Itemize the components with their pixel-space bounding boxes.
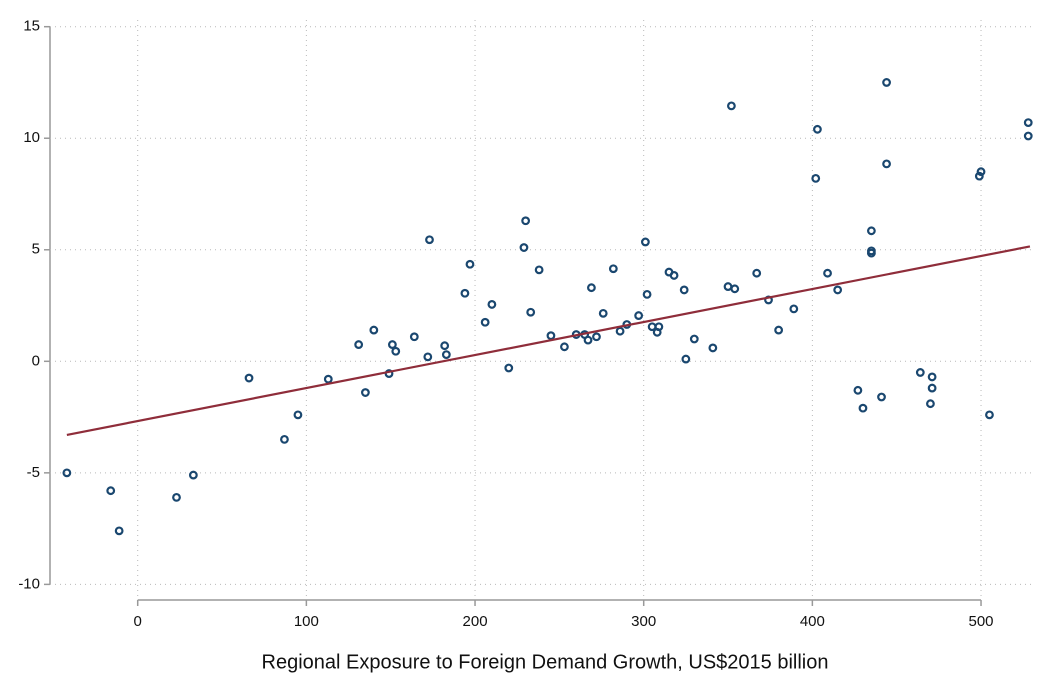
x-axis-title: Regional Exposure to Foreign Demand Grow…	[262, 651, 829, 673]
data-point	[354, 340, 364, 349]
data-point	[487, 300, 497, 309]
data-point	[441, 350, 451, 360]
data-point	[789, 304, 799, 314]
data-point	[615, 326, 625, 336]
data-point	[927, 372, 937, 382]
y-tick-label: -10	[18, 575, 40, 592]
data-point	[534, 265, 544, 275]
data-point	[106, 486, 116, 496]
data-point	[172, 492, 181, 502]
data-point	[882, 78, 891, 87]
data-point	[546, 331, 556, 341]
data-point	[480, 317, 490, 327]
data-point	[866, 226, 876, 236]
data-point	[280, 434, 289, 444]
data-point	[866, 248, 876, 258]
data-point	[387, 340, 397, 349]
data-point	[877, 392, 886, 402]
data-point	[598, 308, 608, 318]
data-point	[521, 216, 531, 226]
data-point	[361, 388, 370, 397]
data-point	[708, 343, 718, 353]
x-tick-label: 400	[800, 613, 825, 630]
data-point	[669, 271, 679, 280]
data-point	[244, 373, 254, 383]
data-point	[853, 385, 863, 395]
data-point	[188, 470, 198, 480]
data-point	[640, 237, 650, 247]
data-point	[774, 325, 784, 335]
data-point	[654, 322, 664, 332]
y-tick-label: -5	[27, 464, 40, 481]
data-point	[1023, 118, 1033, 128]
data-point	[681, 354, 691, 364]
y-tick-label: 15	[23, 18, 40, 35]
data-point	[526, 307, 536, 317]
data-point	[882, 159, 891, 169]
data-point	[811, 173, 821, 183]
data-point	[926, 399, 935, 409]
data-point	[634, 311, 644, 320]
data-point	[560, 342, 569, 352]
data-point	[976, 167, 986, 177]
data-point	[114, 526, 124, 536]
data-point	[293, 410, 303, 420]
data-point	[642, 289, 652, 299]
data-point	[679, 285, 689, 295]
data-point	[409, 332, 419, 342]
data-point	[369, 325, 379, 335]
data-point	[465, 259, 475, 269]
data-point	[592, 332, 601, 342]
data-point	[723, 282, 733, 291]
data-point	[460, 288, 470, 298]
data-point	[974, 171, 984, 181]
data-point	[583, 335, 593, 345]
data-point	[752, 268, 762, 278]
data-point	[813, 124, 822, 134]
data-point	[425, 235, 434, 245]
data-point	[985, 410, 994, 420]
data-point	[608, 264, 618, 274]
data-point	[833, 285, 843, 295]
data-point	[1023, 131, 1033, 141]
data-point	[62, 468, 72, 478]
data-point	[519, 243, 529, 252]
data-point	[440, 341, 450, 351]
data-point	[858, 403, 868, 413]
x-tick-label: 500	[969, 613, 994, 630]
x-tick-label: 100	[294, 613, 319, 630]
data-point	[727, 101, 736, 111]
data-point	[689, 334, 699, 344]
x-tick-label: 0	[134, 613, 142, 630]
data-point	[323, 374, 333, 384]
y-tick-label: 5	[32, 241, 40, 258]
data-point	[730, 284, 740, 294]
y-tick-label: 0	[32, 352, 40, 369]
x-tick-label: 300	[631, 613, 656, 630]
data-point	[423, 352, 433, 362]
data-point	[587, 283, 596, 293]
y-tick-label: 10	[23, 129, 40, 146]
fit-line	[66, 245, 1031, 437]
data-point	[391, 346, 401, 356]
data-point	[915, 368, 925, 377]
x-tick-label: 200	[463, 613, 488, 630]
data-point	[823, 268, 832, 278]
data-point	[927, 383, 937, 393]
data-point	[504, 363, 514, 373]
